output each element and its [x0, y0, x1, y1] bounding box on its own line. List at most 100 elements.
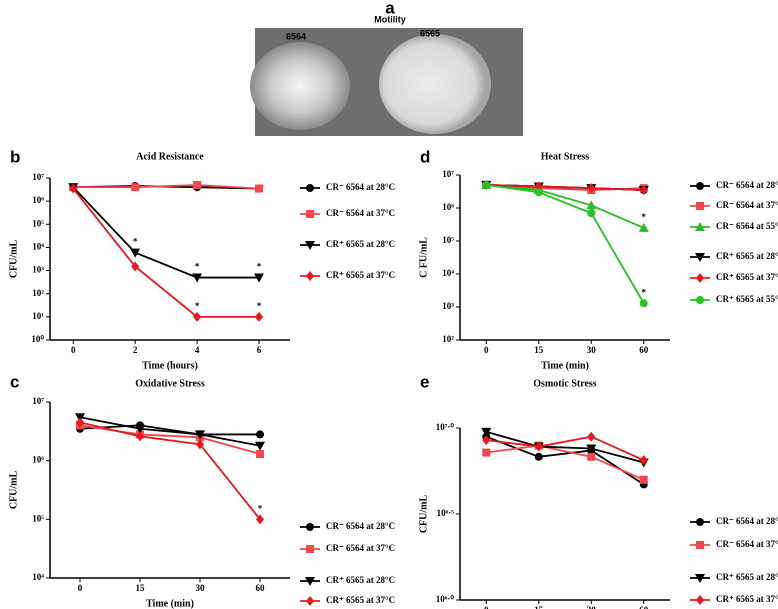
y-axis-label: CFU/mL — [418, 495, 429, 534]
legend-label: CR⁻ 6564 at 37°C — [716, 200, 778, 210]
panel-letter: c — [10, 372, 19, 391]
series-line — [486, 444, 645, 481]
marker — [695, 574, 705, 583]
marker — [192, 273, 203, 283]
marker — [639, 185, 648, 196]
marker — [638, 222, 649, 232]
legend-label: CR⁺ 6565 at 55°C — [716, 294, 778, 304]
marker — [534, 441, 543, 452]
marker — [639, 299, 648, 308]
y-tick-label: 10⁷ — [442, 169, 454, 179]
significance-mark: * — [257, 301, 262, 311]
chart-title: Heat Stress — [541, 151, 590, 162]
y-axis-label: C FU/mL — [418, 237, 429, 278]
y-tick-label: 10⁶ — [442, 202, 454, 212]
x-tick-label: 60 — [256, 583, 266, 593]
significance-mark: * — [195, 262, 200, 272]
marker — [482, 180, 491, 189]
series-line — [72, 186, 260, 279]
chart-title: Oxidative Stress — [135, 378, 205, 389]
y-axis-label: CFU/mL — [8, 471, 19, 510]
series-line — [486, 184, 644, 191]
series-line — [486, 184, 645, 304]
x-axis-label: Time (hours) — [142, 360, 198, 371]
photo-title: Motility — [374, 14, 406, 24]
y-tick-label: 10⁶ — [32, 195, 44, 205]
series-line — [79, 416, 261, 447]
y-tick-label: 10⁴ — [442, 268, 454, 278]
legend-label: CR⁻ 6564 at 28°C — [326, 521, 395, 531]
x-tick-label: 0 — [71, 345, 76, 355]
marker — [696, 202, 704, 210]
legend-label: CR⁻ 6564 at 37°C — [326, 208, 395, 218]
y-tick-label: 10⁶·⁰ — [436, 594, 455, 604]
x-tick-label: 60 — [639, 605, 649, 609]
legend-label: CR⁺ 6565 at 37°C — [716, 594, 778, 604]
x-tick-label: 60 — [639, 345, 649, 355]
significance-mark: * — [195, 301, 200, 311]
y-tick-label: 10⁶·⁵ — [437, 508, 455, 518]
marker — [195, 430, 205, 440]
series-line — [486, 184, 645, 229]
marker — [696, 595, 704, 605]
significance-mark: * — [642, 287, 647, 297]
chart-title: Osmotic Stress — [533, 378, 597, 389]
y-tick-label: 10⁵ — [442, 235, 454, 245]
significance-mark: * — [257, 262, 262, 272]
colony — [379, 34, 491, 134]
marker — [587, 183, 596, 194]
y-tick-label: 10² — [32, 288, 44, 298]
y-tick-label: 10³ — [32, 265, 44, 275]
marker — [256, 449, 264, 458]
x-tick-label: 30 — [587, 345, 597, 355]
strain-label: 6565 — [420, 28, 440, 38]
marker — [306, 184, 314, 192]
x-axis-label: Time (min) — [146, 598, 194, 609]
marker — [130, 248, 141, 258]
x-tick-label: 2 — [133, 345, 138, 355]
x-tick-label: 0 — [484, 345, 489, 355]
x-tick-label: 4 — [195, 345, 200, 355]
marker — [695, 222, 705, 231]
significance-mark: * — [258, 503, 263, 513]
series-line — [486, 430, 644, 464]
marker — [534, 188, 543, 197]
legend-label: CR⁺ 6565 at 28°C — [716, 251, 778, 261]
y-tick-label: 10¹ — [32, 311, 44, 321]
marker — [69, 183, 78, 194]
x-tick-label: 30 — [196, 583, 206, 593]
legend-label: CR⁻ 6564 at 37°C — [326, 543, 395, 553]
y-tick-label: 10³ — [442, 301, 454, 311]
marker — [586, 444, 597, 454]
x-tick-label: 0 — [78, 583, 83, 593]
strain-label: 6564 — [286, 31, 306, 41]
marker — [696, 296, 704, 304]
y-tick-label: 10⁴ — [32, 241, 44, 251]
panel-letter: b — [10, 147, 20, 166]
marker — [255, 441, 265, 451]
marker — [256, 430, 264, 439]
y-tick-label: 10⁵ — [32, 513, 44, 523]
marker — [306, 523, 314, 531]
marker — [76, 417, 84, 428]
marker — [587, 431, 596, 442]
legend-label: CR⁻ 6564 at 28°C — [716, 516, 778, 526]
series-line — [79, 421, 261, 520]
panel-letter: d — [420, 147, 430, 166]
y-tick-label: 10⁰ — [31, 334, 44, 344]
chart-title: Acid Resistance — [136, 151, 204, 162]
x-axis-label: Time (min) — [541, 360, 589, 371]
y-tick-label: 10⁵ — [32, 218, 44, 228]
marker — [305, 577, 315, 586]
legend-label: CR⁻ 6564 at 28°C — [716, 180, 778, 190]
marker — [639, 475, 648, 484]
y-axis-label: CFU/mL — [8, 240, 19, 279]
legend-label: CR⁺ 6565 at 28°C — [326, 239, 395, 249]
colony — [250, 42, 350, 130]
x-tick-label: 0 — [484, 605, 489, 609]
significance-mark: * — [133, 251, 138, 261]
legend-label: CR⁻ 6564 at 37°C — [716, 539, 778, 549]
marker — [255, 311, 264, 322]
marker — [695, 253, 705, 262]
